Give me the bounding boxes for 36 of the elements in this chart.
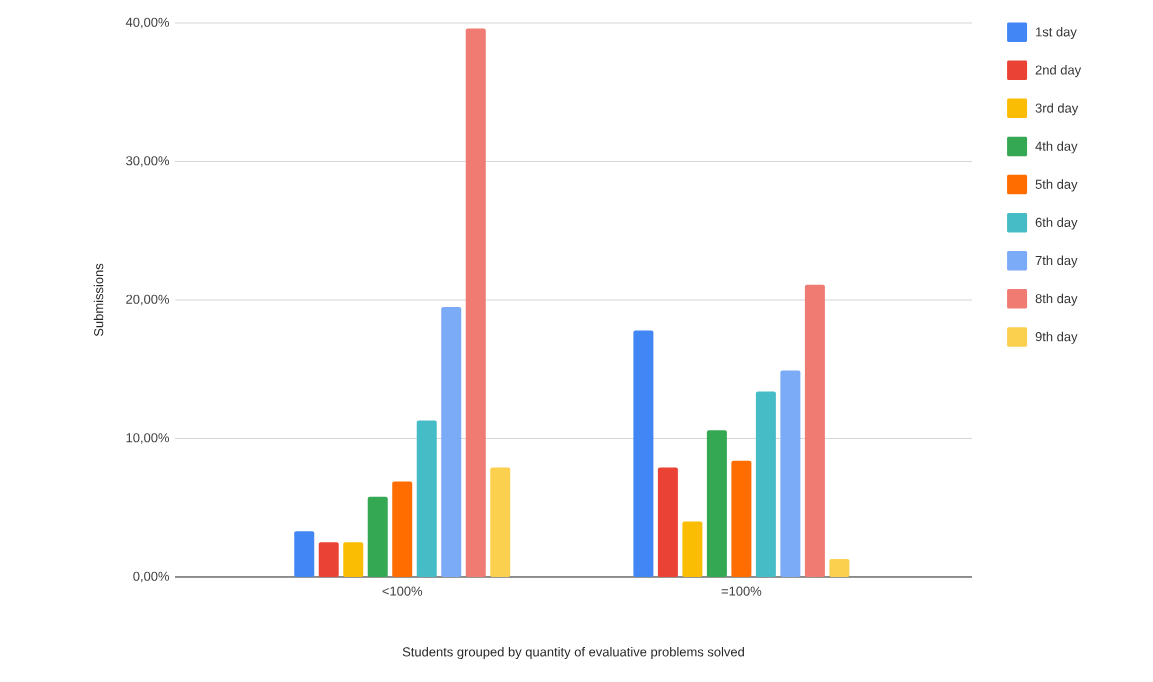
bar — [780, 370, 801, 577]
y-tick-label: 40,00% — [125, 17, 170, 29]
legend-label: 8th day — [1035, 293, 1078, 306]
x-axis-title: Students grouped by quantity of evaluative problems solved — [402, 646, 744, 660]
y-tick-label: 10,00% — [126, 433, 170, 444]
bar — [755, 391, 776, 577]
legend-label: 4th day — [1035, 141, 1078, 154]
bar — [343, 542, 364, 577]
legend-label: 3rd day — [1035, 103, 1079, 116]
legend-label: 1st day — [1036, 26, 1077, 40]
x-tick-label: <100% — [382, 586, 423, 596]
legend-label: 9th day — [1035, 331, 1078, 344]
bar — [731, 460, 752, 577]
bar — [367, 496, 388, 577]
bar — [294, 531, 315, 577]
y-tick-label: 20,00% — [126, 294, 170, 306]
y-tick-label: 0,00% — [133, 571, 170, 583]
bar — [804, 284, 825, 577]
bar — [682, 521, 703, 577]
legend-label: 7th day — [1035, 255, 1078, 268]
x-tick-label: =100% — [721, 586, 762, 596]
bar — [706, 430, 727, 577]
y-axis-title: Submissions — [93, 263, 104, 337]
legend-label: 5th day — [1035, 179, 1078, 192]
bar — [416, 420, 437, 577]
bar — [657, 467, 678, 577]
bar — [490, 467, 511, 577]
bar — [392, 481, 413, 577]
bar — [318, 542, 339, 577]
bar — [633, 330, 654, 577]
bar — [465, 28, 486, 577]
bar — [829, 558, 850, 577]
y-tick-label: 30,00% — [126, 156, 170, 167]
bar — [441, 306, 462, 577]
legend-label: 6th day — [1035, 217, 1078, 230]
legend-label: 2nd day — [1035, 65, 1082, 78]
